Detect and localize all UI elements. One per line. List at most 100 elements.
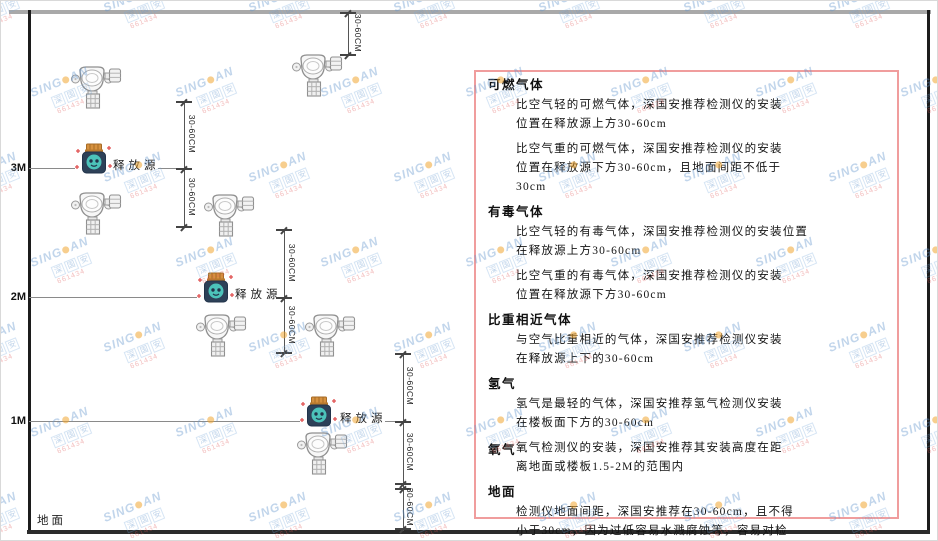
- watermark-dot-icon: [424, 330, 434, 340]
- release-source-icon: [299, 396, 338, 427]
- dimension-tick: [176, 226, 192, 228]
- section-ground: 地面 检测仪地面间距，深国安推荐在30-60cm，且不得 小于30cm，因为过低…: [488, 483, 885, 540]
- gas-detector-below-1m: [296, 431, 349, 477]
- dimension-tick: [395, 528, 411, 530]
- release-source-icon: [196, 272, 235, 303]
- gas-detector-above-1m: [304, 313, 357, 359]
- watermark-dot-icon: [206, 75, 216, 85]
- gas-detector-icon: [296, 432, 348, 475]
- section-title: 地面: [488, 485, 517, 499]
- text-line: 检测仪地面间距，深国安推荐在30-60cm，且不得: [516, 506, 794, 518]
- dimension-line-ceiling: [348, 12, 349, 55]
- section-title: 氢气: [488, 377, 517, 391]
- text-line: 30cm: [516, 181, 547, 193]
- text-line: 位置在释放源下方30-60cm，且地面间距不低于: [516, 162, 782, 174]
- release-source-3m: [74, 143, 113, 175]
- watermark-dot-icon: [206, 415, 216, 425]
- watermark-dot-icon: [931, 415, 937, 425]
- text-line: 在释放源上下的30-60cm: [516, 353, 655, 365]
- ceiling-line: [9, 10, 931, 14]
- paragraph: 氢气是最轻的气体，深国安推荐氢气检测仪安装 在楼板面下方的30-60cm: [488, 395, 885, 433]
- height-label-2m: 2M: [10, 291, 26, 303]
- dimension-tick: [340, 12, 356, 14]
- section-flammable-gas: 可燃气体 比空气轻的可燃气体，深国安推荐检测仪的安装 位置在释放源上方30-60…: [488, 76, 885, 197]
- section-title: 有毒气体: [488, 205, 545, 219]
- height-label-3m: 3M: [10, 162, 26, 174]
- section-title: 氧气: [488, 443, 517, 457]
- paragraph: 比空气轻的有毒气体，深国安推荐检测仪的安装位置 在释放源上方30-60cm: [488, 223, 885, 261]
- paragraph: 与空气比重相近的气体，深国安推荐检测仪安装 在释放源上下的30-60cm: [488, 331, 885, 369]
- release-source-label-2m: 释放源: [235, 289, 282, 301]
- watermark-dot-icon: [279, 160, 289, 170]
- watermark-dot-icon: [931, 245, 937, 255]
- text-line: 在楼板面下方的30-60cm: [516, 417, 655, 429]
- dimension-line-3m: [184, 101, 185, 227]
- release-source-label-1m: 释放源: [340, 413, 387, 425]
- gas-detector-icon: [203, 194, 255, 237]
- release-source-icon: [74, 143, 113, 174]
- paragraph: 氧气检测仪的安装，深国安推荐其安装高度在距 离地面或楼板1.5-2M的范围内: [488, 439, 885, 477]
- watermark-dot-icon: [61, 75, 71, 85]
- gas-detector-icon: [195, 314, 247, 357]
- section-toxic-gas: 有毒气体 比空气轻的有毒气体，深国安推荐检测仪的安装位置 在释放源上方30-60…: [488, 203, 885, 305]
- gas-detector-above-3m: [70, 65, 123, 111]
- text-line: 氧气检测仪的安装，深国安推荐其安装高度在距: [516, 442, 783, 454]
- right-wall-line: [927, 10, 930, 534]
- height-label-1m: 1M: [10, 415, 26, 427]
- gas-detector-below-2m: [195, 313, 248, 359]
- watermark-dot-icon: [61, 415, 71, 425]
- watermark-dot-icon: [279, 500, 289, 510]
- gas-detector-below-3m: [70, 191, 123, 237]
- dimension-label: 30-60CM: [287, 243, 297, 283]
- text-line: 氢气是最轻的气体，深国安推荐氢气检测仪安装: [516, 398, 783, 410]
- gas-detector-icon: [70, 192, 122, 235]
- leader-line-3m: [29, 168, 75, 169]
- section-title: 比重相近气体: [488, 313, 573, 327]
- section-hydrogen: 氢气 氢气是最轻的气体，深国安推荐氢气检测仪安装 在楼板面下方的30-60cm: [488, 375, 885, 433]
- watermark-dot-icon: [931, 75, 937, 85]
- release-source-label-3m: 释放源: [113, 160, 160, 172]
- section-similar-density-gas: 比重相近气体 与空气比重相近的气体，深国安推荐检测仪安装 在释放源上下的30-6…: [488, 311, 885, 369]
- gas-detector-icon: [304, 314, 356, 357]
- text-line: 位置在释放源下方30-60cm: [516, 289, 667, 301]
- paragraph: 比空气重的可燃气体，深国安推荐检测仪的安装 位置在释放源下方30-60cm，且地…: [488, 140, 885, 197]
- ground-line: [27, 530, 930, 534]
- dimension-line-2m: [284, 229, 285, 353]
- watermark-dot-icon: [134, 330, 144, 340]
- text-line: 比空气重的可燃气体，深国安推荐检测仪的安装: [516, 143, 783, 155]
- gas-detector-icon: [70, 66, 122, 109]
- dimension-tick: [395, 483, 411, 485]
- watermark-dot-icon: [424, 160, 434, 170]
- watermark-dot-icon: [351, 245, 361, 255]
- dimension-tick: [176, 101, 192, 103]
- dimension-label: 30-60CM: [405, 432, 415, 472]
- leader-line-1m: [29, 421, 300, 422]
- watermark-dot-icon: [61, 245, 71, 255]
- dimension-tick: [176, 168, 192, 170]
- release-source-2m: [196, 272, 235, 304]
- text-line: 在释放源上方30-60cm: [516, 245, 642, 257]
- text-line: 比空气轻的有毒气体，深国安推荐检测仪的安装位置: [516, 226, 809, 238]
- watermark-dot-icon: [134, 500, 144, 510]
- leader-line-3m-right: [158, 168, 184, 169]
- dimension-tick: [340, 54, 356, 56]
- dimension-tick: [276, 297, 292, 299]
- text-line: 与空气比重相近的气体，深国安推荐检测仪安装: [516, 334, 783, 346]
- paragraph: 比空气轻的可燃气体，深国安推荐检测仪的安装 位置在释放源上方30-60cm: [488, 96, 885, 134]
